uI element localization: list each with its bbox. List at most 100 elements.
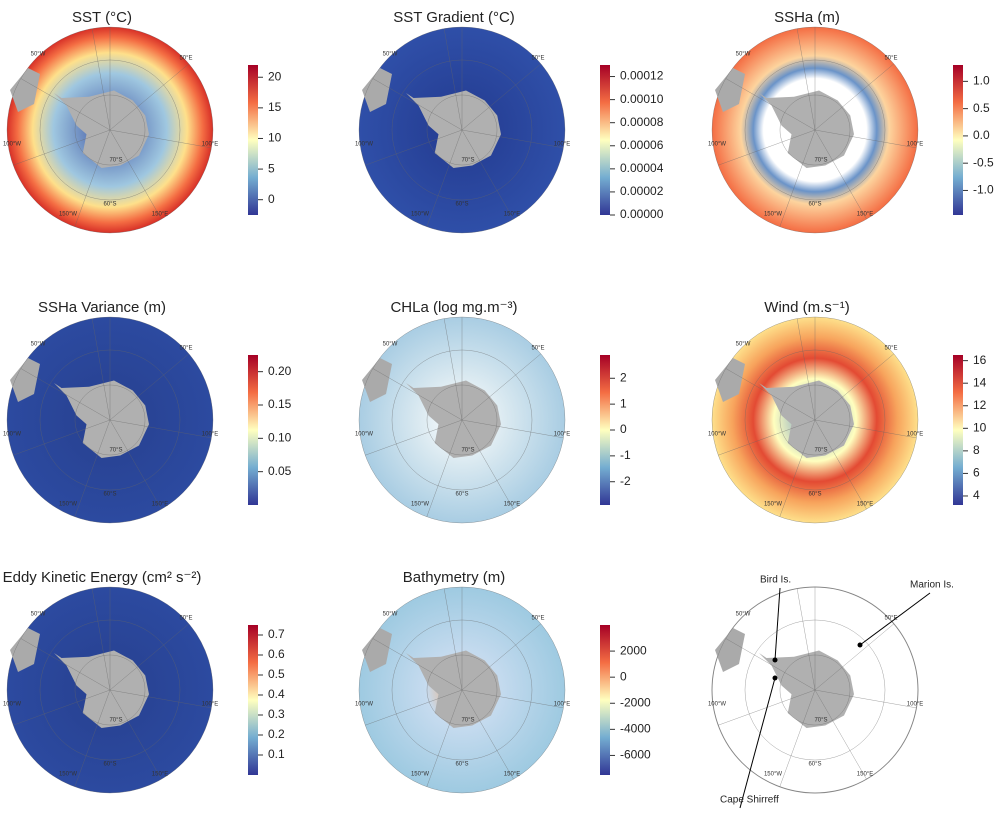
graticule-label: 50°W bbox=[31, 52, 46, 58]
panel-title: Wind (m.s⁻¹) bbox=[764, 299, 849, 316]
graticule-label: 100°W bbox=[355, 142, 373, 148]
graticule-label: 150°E bbox=[152, 212, 168, 218]
graticule-label: 100°E bbox=[907, 432, 923, 438]
site-label: Cape Shirreff bbox=[720, 795, 779, 806]
graticule-label: 150°E bbox=[857, 502, 873, 508]
colorbar-tick-label: 1 bbox=[620, 396, 627, 410]
graticule-label: 60°S bbox=[103, 492, 116, 498]
graticule-label: 50°E bbox=[531, 616, 544, 622]
site-label: Bird Is. bbox=[760, 575, 791, 586]
colorbar bbox=[248, 625, 258, 775]
graticule-label: 150°E bbox=[857, 772, 873, 778]
graticule-label: 50°E bbox=[179, 616, 192, 622]
colorbar-tick-label: 0 bbox=[268, 192, 275, 206]
colorbar bbox=[953, 65, 963, 215]
graticule-label: 70°S bbox=[461, 718, 474, 724]
graticule-label: 150°W bbox=[59, 212, 77, 218]
colorbar-tick-label: 6 bbox=[973, 466, 980, 480]
colorbar-tick-label: -6000 bbox=[620, 748, 651, 762]
colorbar-tick-label: 15 bbox=[268, 100, 282, 114]
graticule-label: 50°W bbox=[31, 612, 46, 618]
colorbar-tick-label: 0.4 bbox=[268, 687, 285, 701]
colorbar-tick-label: -0.5 bbox=[973, 155, 994, 169]
graticule-label: 150°E bbox=[152, 502, 168, 508]
colorbar-tick-label: 0.3 bbox=[268, 707, 285, 721]
graticule-label: 60°S bbox=[455, 762, 468, 768]
graticule-label: 60°S bbox=[808, 762, 821, 768]
panel: SSHa Variance (m)50°W50°E100°W100°E150°W… bbox=[3, 299, 292, 523]
graticule-label: 150°W bbox=[59, 502, 77, 508]
graticule-label: 60°S bbox=[103, 202, 116, 208]
colorbar-tick-label: 1.0 bbox=[973, 74, 990, 88]
graticule-label: 100°E bbox=[202, 142, 218, 148]
graticule-label: 60°S bbox=[103, 762, 116, 768]
colorbar-tick-label: 12 bbox=[973, 398, 987, 412]
colorbar-tick-label: -4000 bbox=[620, 722, 651, 736]
colorbar-tick-label: 0.0 bbox=[973, 128, 990, 142]
graticule-label: 60°S bbox=[455, 492, 468, 498]
colorbar-tick-label: 0.00002 bbox=[620, 184, 664, 198]
colorbar-tick-label: 10 bbox=[973, 420, 987, 434]
colorbar-tick-label: 0.5 bbox=[268, 667, 285, 681]
graticule-label: 150°W bbox=[411, 772, 429, 778]
graticule-label: 150°W bbox=[411, 212, 429, 218]
colorbar-tick-label: 0 bbox=[620, 669, 627, 683]
graticule-label: 50°W bbox=[736, 342, 751, 348]
graticule-label: 100°W bbox=[708, 142, 726, 148]
graticule-label: 50°W bbox=[31, 342, 46, 348]
colorbar bbox=[248, 65, 258, 215]
graticule-label: 50°W bbox=[736, 612, 751, 618]
graticule-label: 50°E bbox=[531, 56, 544, 62]
graticule-label: 100°W bbox=[3, 432, 21, 438]
graticule-label: 100°W bbox=[3, 142, 21, 148]
graticule-label: 50°E bbox=[531, 346, 544, 352]
graticule-label: 70°S bbox=[461, 158, 474, 164]
colorbar-tick-label: 2000 bbox=[620, 643, 647, 657]
colorbar-tick-label: 16 bbox=[973, 353, 987, 367]
figure: SST (°C)50°W50°E100°W100°E150°W150°E60°S… bbox=[0, 0, 1000, 812]
colorbar-tick-label: 0.05 bbox=[268, 464, 292, 478]
panel-title: Bathymetry (m) bbox=[403, 569, 506, 586]
colorbar-tick-label: 10 bbox=[268, 131, 282, 145]
colorbar-tick-label: 20 bbox=[268, 69, 282, 83]
colorbar bbox=[600, 355, 610, 505]
graticule-label: 50°E bbox=[179, 56, 192, 62]
graticule-label: 150°W bbox=[59, 772, 77, 778]
panel-title: Eddy Kinetic Energy (cm² s⁻²) bbox=[3, 569, 202, 586]
graticule-label: 150°E bbox=[152, 772, 168, 778]
graticule-label: 100°E bbox=[554, 432, 570, 438]
graticule-label: 60°S bbox=[808, 202, 821, 208]
graticule-label: 50°W bbox=[383, 342, 398, 348]
graticule-label: 150°E bbox=[504, 772, 520, 778]
graticule-label: 100°W bbox=[355, 432, 373, 438]
colorbar-tick-label: 0.20 bbox=[268, 364, 292, 378]
panel-title: SSHa (m) bbox=[774, 9, 840, 26]
graticule-label: 100°W bbox=[355, 702, 373, 708]
graticule-label: 100°E bbox=[907, 142, 923, 148]
colorbar-tick-label: -1.0 bbox=[973, 183, 994, 197]
colorbar bbox=[953, 355, 963, 505]
graticule-label: 150°W bbox=[411, 502, 429, 508]
graticule-label: 70°S bbox=[109, 158, 122, 164]
colorbar-tick-label: -2000 bbox=[620, 695, 651, 709]
graticule-label: 50°E bbox=[179, 346, 192, 352]
graticule-label: 100°E bbox=[554, 702, 570, 708]
colorbar-tick-label: 0.7 bbox=[268, 627, 285, 641]
graticule-label: 70°S bbox=[109, 448, 122, 454]
colorbar-tick-label: 5 bbox=[268, 161, 275, 175]
colorbar-tick-label: 2 bbox=[620, 370, 627, 384]
panel: SST Gradient (°C)50°W50°E100°W100°E150°W… bbox=[355, 9, 664, 233]
colorbar-tick-label: 0.00004 bbox=[620, 161, 664, 175]
panel: Eddy Kinetic Energy (cm² s⁻²) 50°W 50°E 100… bbox=[3, 569, 285, 793]
colorbar-tick-label: 0.5 bbox=[973, 101, 990, 115]
graticule-label: 100°E bbox=[202, 702, 218, 708]
graticule-label: 150°E bbox=[504, 502, 520, 508]
graticule-label: 60°S bbox=[808, 492, 821, 498]
graticule-label: 100°W bbox=[708, 432, 726, 438]
colorbar-tick-label: 0.00008 bbox=[620, 115, 664, 129]
colorbar bbox=[600, 625, 610, 775]
panel-title: SSHa Variance (m) bbox=[38, 299, 166, 316]
